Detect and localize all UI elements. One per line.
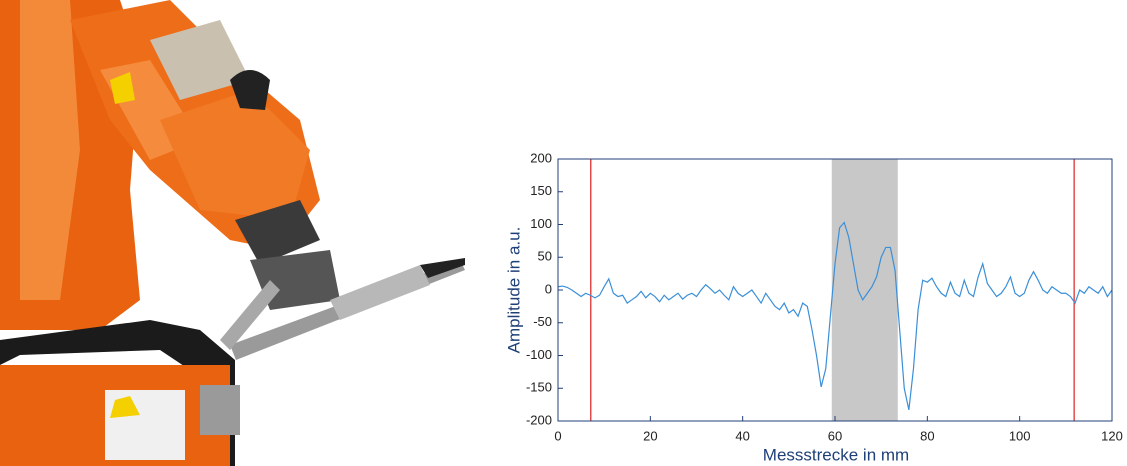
x-tick-label: 20 [643,428,657,443]
y-tick-label: 100 [530,216,552,231]
y-tick-label: 150 [530,183,552,198]
x-tick-label: 80 [920,428,934,443]
x-axis-label: Messstrecke in mm [763,445,909,464]
y-tick-label: -200 [526,412,552,427]
x-tick-label: 0 [554,428,561,443]
y-axis-label: Amplitude in a.u. [504,227,523,354]
y-tick-label: -100 [526,347,552,362]
x-tick-label: 120 [1101,428,1123,443]
y-tick-label: 0 [545,281,552,296]
data-line [557,221,1113,410]
robot-photo [0,0,470,466]
x-tick-label: 40 [735,428,749,443]
x-tick-label: 100 [1009,428,1031,443]
highlight-span [831,159,898,421]
y-tick-label: 50 [538,249,552,264]
y-tick-label: -50 [533,314,552,329]
y-tick-label: -150 [526,380,552,395]
y-tick-label: 200 [530,150,552,165]
x-tick-label: 60 [828,428,842,443]
